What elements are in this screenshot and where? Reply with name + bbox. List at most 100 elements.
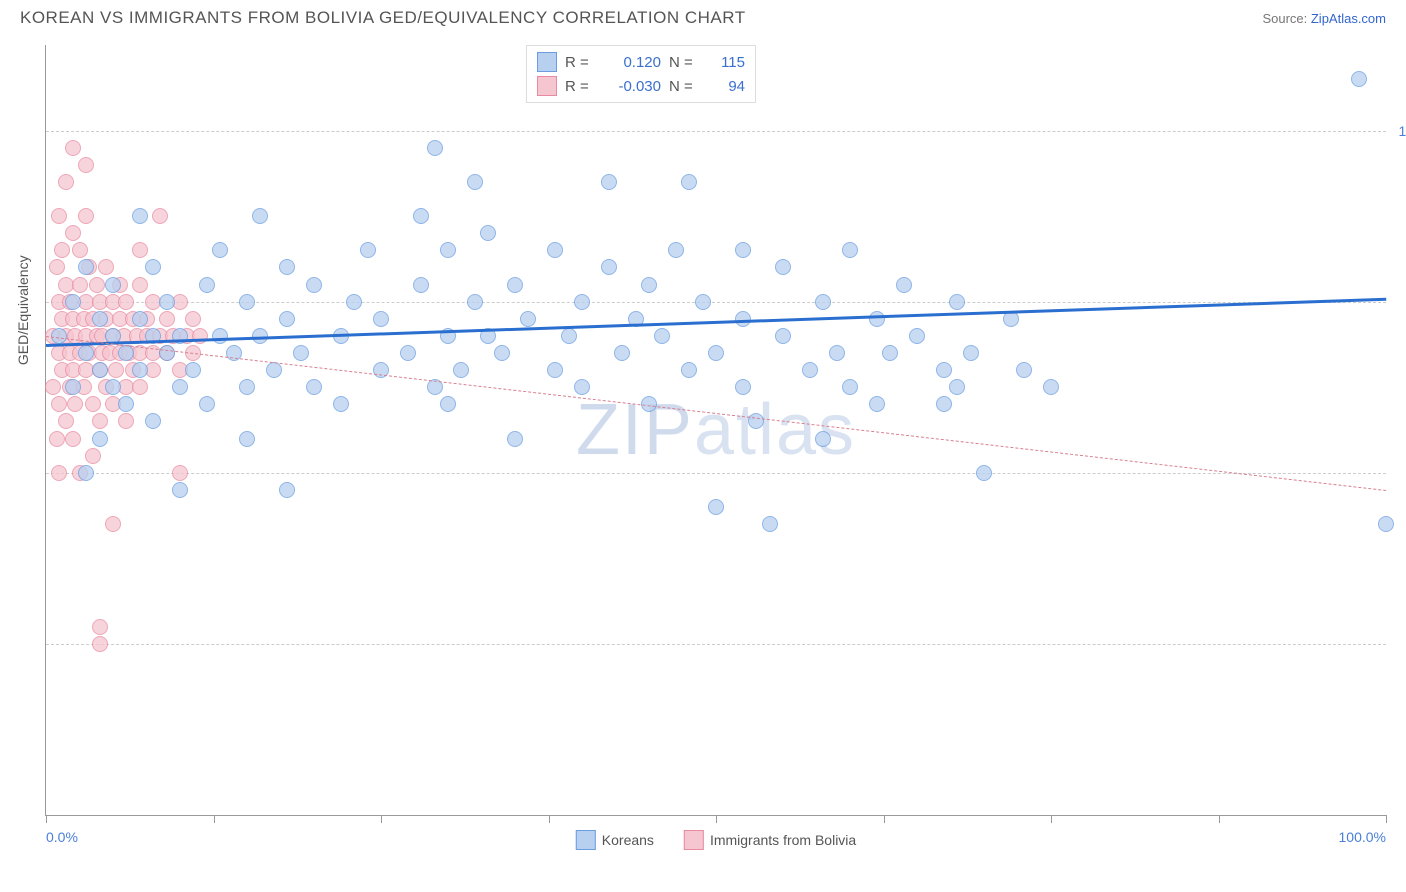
data-point <box>520 311 536 327</box>
data-point <box>212 242 228 258</box>
data-point <box>695 294 711 310</box>
x-tick <box>381 815 382 823</box>
data-point <box>400 345 416 361</box>
data-point <box>279 482 295 498</box>
data-point <box>507 277 523 293</box>
data-point <box>413 277 429 293</box>
data-point <box>936 362 952 378</box>
data-point <box>896 277 912 293</box>
n-value: 115 <box>705 54 745 71</box>
data-point <box>145 413 161 429</box>
data-point <box>467 294 483 310</box>
data-point <box>440 242 456 258</box>
data-point <box>67 396 83 412</box>
data-point <box>574 294 590 310</box>
data-point <box>346 294 362 310</box>
data-point <box>748 413 764 429</box>
data-point <box>427 140 443 156</box>
x-tick <box>46 815 47 823</box>
swatch-icon <box>537 76 557 96</box>
data-point <box>58 174 74 190</box>
y-tick-label: 90.0% <box>1391 294 1406 310</box>
data-point <box>440 396 456 412</box>
data-point <box>681 174 697 190</box>
data-point <box>212 328 228 344</box>
data-point <box>614 345 630 361</box>
data-point <box>72 277 88 293</box>
data-point <box>159 294 175 310</box>
data-point <box>45 379 61 395</box>
data-point <box>976 465 992 481</box>
data-point <box>909 328 925 344</box>
data-point <box>775 259 791 275</box>
data-point <box>78 157 94 173</box>
data-point <box>85 396 101 412</box>
data-point <box>49 431 65 447</box>
data-point <box>51 328 67 344</box>
data-point <box>949 379 965 395</box>
data-point <box>882 345 898 361</box>
data-point <box>58 413 74 429</box>
data-point <box>239 294 255 310</box>
data-point <box>65 140 81 156</box>
data-point <box>869 311 885 327</box>
x-tick <box>1051 815 1052 823</box>
data-point <box>132 362 148 378</box>
data-point <box>360 242 376 258</box>
data-point <box>949 294 965 310</box>
data-point <box>963 345 979 361</box>
data-point <box>92 431 108 447</box>
stats-legend-row: R =0.120N =115 <box>537 50 745 74</box>
data-point <box>51 396 67 412</box>
data-point <box>815 294 831 310</box>
data-point <box>108 362 124 378</box>
data-point <box>802 362 818 378</box>
n-label: N = <box>669 54 697 71</box>
scatter-chart: ZIPatlas Koreans Immigrants from Bolivia… <box>45 45 1386 816</box>
data-point <box>132 277 148 293</box>
data-point <box>507 431 523 447</box>
data-point <box>132 242 148 258</box>
data-point <box>199 396 215 412</box>
r-label: R = <box>565 78 593 95</box>
x-tick <box>214 815 215 823</box>
data-point <box>842 379 858 395</box>
data-point <box>1043 379 1059 395</box>
data-point <box>65 379 81 395</box>
x-tick-label: 100.0% <box>1339 829 1386 845</box>
data-point <box>494 345 510 361</box>
data-point <box>453 362 469 378</box>
x-tick <box>1386 815 1387 823</box>
data-point <box>279 259 295 275</box>
source-link[interactable]: ZipAtlas.com <box>1311 11 1386 26</box>
data-point <box>78 465 94 481</box>
swatch-icon <box>537 52 557 72</box>
data-point <box>735 242 751 258</box>
data-point <box>172 482 188 498</box>
data-point <box>668 242 684 258</box>
data-point <box>842 242 858 258</box>
x-tick <box>1219 815 1220 823</box>
data-point <box>78 208 94 224</box>
chart-title: KOREAN VS IMMIGRANTS FROM BOLIVIA GED/EQ… <box>20 8 746 28</box>
data-point <box>815 431 831 447</box>
chart-header: KOREAN VS IMMIGRANTS FROM BOLIVIA GED/EQ… <box>0 0 1406 32</box>
data-point <box>105 277 121 293</box>
data-point <box>775 328 791 344</box>
data-point <box>65 225 81 241</box>
data-point <box>869 396 885 412</box>
data-point <box>266 362 282 378</box>
data-point <box>936 396 952 412</box>
data-point <box>92 362 108 378</box>
source-attribution: Source: ZipAtlas.com <box>1262 11 1386 26</box>
data-point <box>98 259 114 275</box>
x-tick <box>549 815 550 823</box>
n-label: N = <box>669 78 697 95</box>
data-point <box>199 277 215 293</box>
r-value: -0.030 <box>601 78 661 95</box>
grid-line <box>46 131 1386 132</box>
data-point <box>574 379 590 395</box>
data-point <box>681 362 697 378</box>
grid-line <box>46 644 1386 645</box>
data-point <box>92 636 108 652</box>
